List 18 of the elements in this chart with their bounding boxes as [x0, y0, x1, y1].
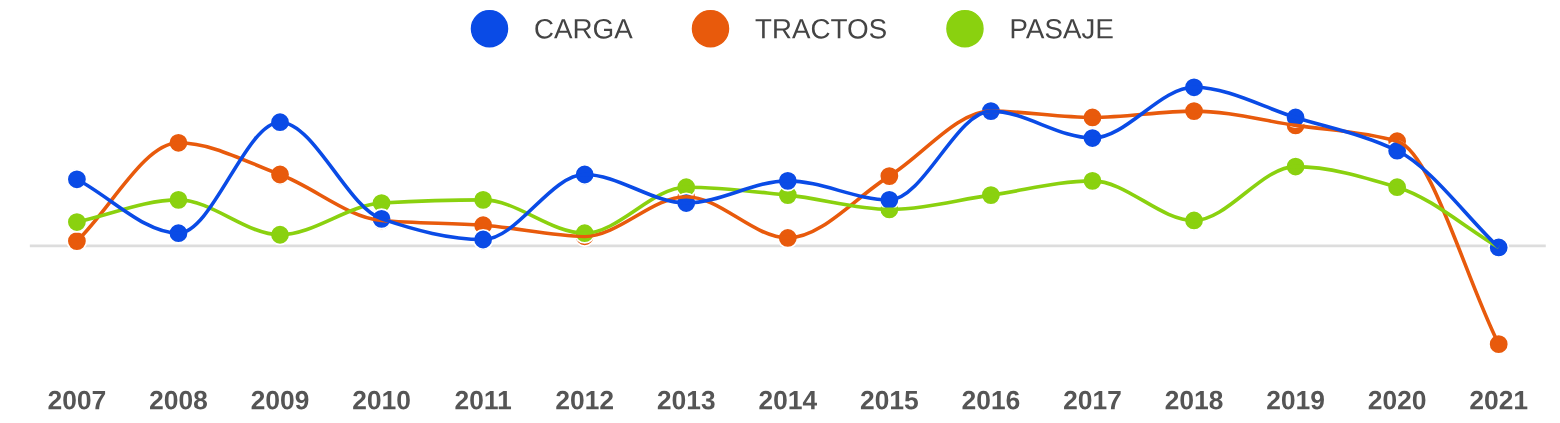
- x-tick-label: 2015: [860, 390, 918, 410]
- x-tick-label: 2020: [1368, 390, 1426, 410]
- x-tick-label: 2011: [455, 390, 512, 410]
- legend-label: TRACTOS: [755, 18, 886, 39]
- x-tick-label: 2017: [1064, 390, 1121, 410]
- legend-label: CARGA: [535, 18, 633, 39]
- x-tick-label: 2010: [353, 390, 410, 410]
- x-tick-label: 2021: [1470, 390, 1528, 410]
- x-tick-label: 2007: [48, 390, 106, 410]
- x-tick-label: 2014: [759, 390, 818, 410]
- x-tick-label: 2019: [1267, 390, 1324, 410]
- legend-label: PASAJE: [1011, 18, 1113, 39]
- x-tick-label: 2013: [657, 390, 715, 410]
- x-tick-label: 2016: [962, 390, 1020, 410]
- x-tick-label: 2012: [556, 390, 613, 410]
- x-tick-label: 2018: [1165, 390, 1223, 410]
- x-tick-label: 2009: [251, 390, 309, 410]
- x-tick-label: 2008: [150, 390, 207, 410]
